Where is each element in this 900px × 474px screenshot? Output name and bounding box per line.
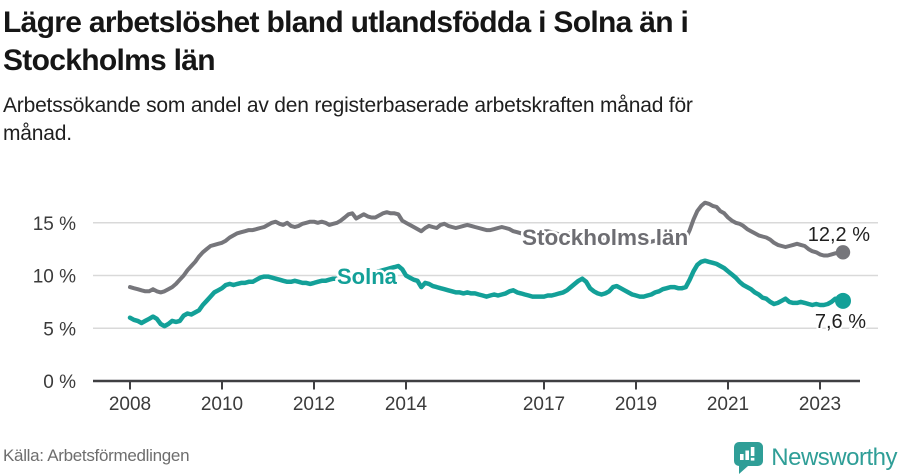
x-tick-label: 2023 bbox=[799, 394, 841, 415]
page-title-line-2: Stockholms län bbox=[3, 44, 216, 77]
series-line-stockholms-län bbox=[128, 200, 845, 295]
y-tick-label: 0 % bbox=[43, 372, 76, 393]
x-tick-label: 2010 bbox=[201, 394, 243, 415]
x-tick-label: 2014 bbox=[385, 394, 428, 415]
page-title-line-1: Lägre arbetslöshet bland utlandsfödda i … bbox=[3, 6, 689, 39]
series-line-solna bbox=[127, 258, 846, 329]
series-label-stockholms-län: Stockholms län bbox=[522, 225, 688, 250]
page-subtitle-line-1: Arbetssökande som andel av den registerb… bbox=[3, 94, 693, 117]
x-tick-label: 2012 bbox=[293, 394, 335, 415]
source-text: Källa: Arbetsförmedlingen bbox=[3, 446, 190, 465]
x-tick-label: 2008 bbox=[109, 394, 151, 415]
end-dot-stockholms-län bbox=[835, 245, 851, 260]
end-value-label: 12,2 % bbox=[808, 224, 870, 246]
x-tick-label: 2017 bbox=[523, 394, 565, 415]
newsworthy-logo: Newsworthy bbox=[733, 441, 897, 474]
page-subtitle: Arbetssökande som andel av den registerb… bbox=[3, 92, 863, 148]
y-tick-label: 10 % bbox=[33, 267, 76, 288]
x-tick-label: 2019 bbox=[615, 394, 657, 415]
page-subtitle-line-2: månad. bbox=[3, 122, 72, 145]
end-value-label: 7,6 % bbox=[815, 311, 866, 333]
series-label-solna: Solna bbox=[337, 264, 398, 289]
y-tick-label: 5 % bbox=[43, 319, 76, 340]
y-tick-label: 15 % bbox=[33, 214, 76, 235]
newsworthy-chart-bubble-icon bbox=[734, 442, 764, 474]
x-tick-label: 2021 bbox=[707, 394, 749, 415]
end-dot-solna bbox=[835, 292, 851, 309]
page-title: Lägre arbetslöshet bland utlandsfödda i … bbox=[3, 4, 893, 80]
newsworthy-brand-text: Newsworthy bbox=[771, 443, 897, 471]
